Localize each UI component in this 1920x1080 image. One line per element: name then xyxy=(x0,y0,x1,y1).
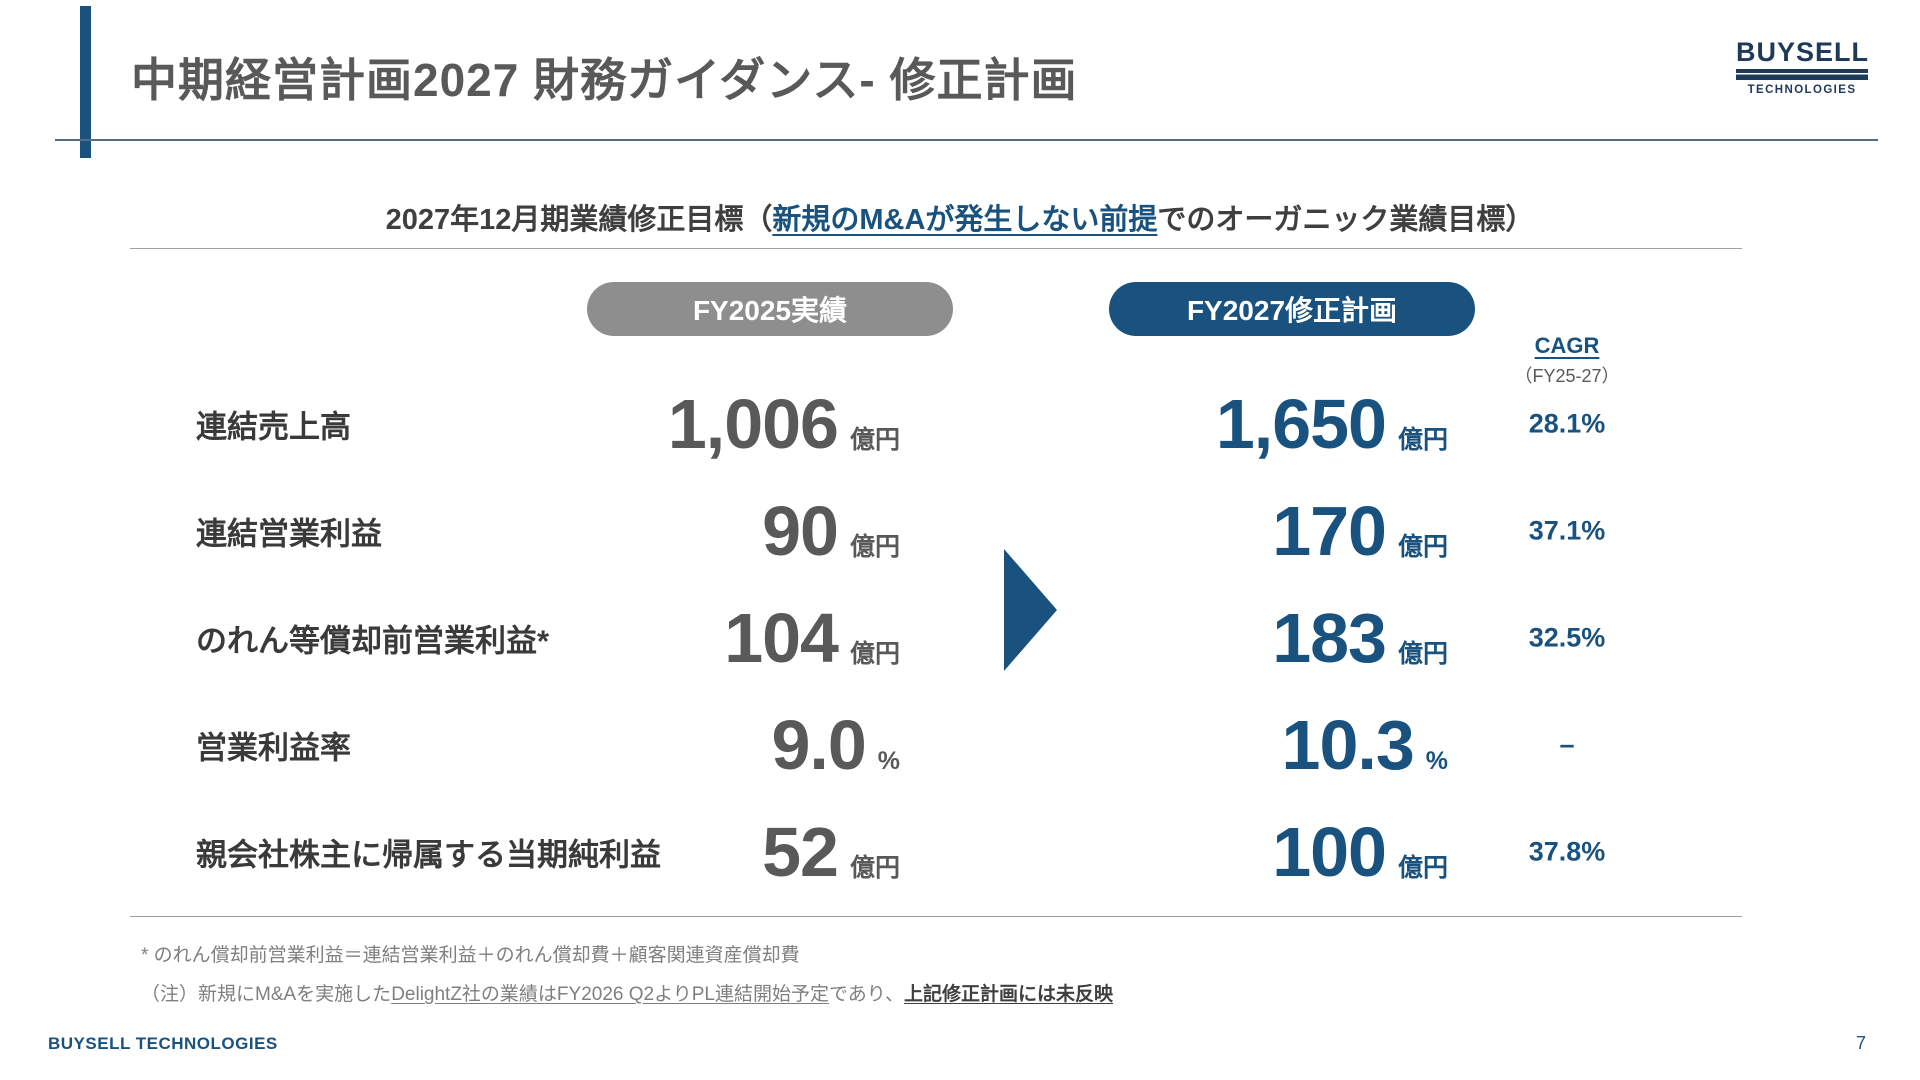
value-number: 52 xyxy=(762,812,839,891)
cagr-value: 28.1% xyxy=(1528,408,1606,438)
row-label: のれん等償却前営業利益* xyxy=(196,623,550,658)
value-number: 183 xyxy=(1272,598,1387,677)
footnote-underlined-phrase: DelightZ社の業績はFY2026 Q2よりPL連結開始予定 xyxy=(391,984,829,1005)
row-label: 親会社株主に帰属する当期純利益 xyxy=(196,837,661,872)
fy2027-value: 183 億円 xyxy=(1048,603,1448,673)
value-unit: 億円 xyxy=(849,425,900,454)
value-unit: % xyxy=(1425,746,1448,775)
footnote-bold-phrase: 上記修正計画には未反映 xyxy=(904,984,1114,1005)
column-header-fy2027: FY2027修正計画 xyxy=(1109,282,1475,336)
value-number: 104 xyxy=(724,598,839,677)
buysell-logo: BUYSELL TECHNOLOGIES xyxy=(1736,38,1868,96)
table-row: のれん等償却前営業利益* 104 億円 183 億円 32.5% xyxy=(0,584,1920,691)
footnote-prefix: （注）新規にM&Aを実施した xyxy=(141,984,392,1005)
subtitle-suffix: でのオーガニック業績目標） xyxy=(1157,204,1535,236)
subtitle-prefix: 2027年12月期業績修正目標（ xyxy=(385,204,773,236)
row-label: 営業利益率 xyxy=(196,730,351,765)
fy2027-value: 1,650 億円 xyxy=(1048,389,1448,459)
value-number: 100 xyxy=(1272,812,1387,891)
metrics-table: 連結売上高 1,006 億円 1,650 億円 28.1% 連結営業利益 90 … xyxy=(0,370,1920,905)
header-divider xyxy=(55,139,1878,141)
value-number: 170 xyxy=(1272,491,1387,570)
value-number: 1,650 xyxy=(1215,384,1387,463)
cagr-label: CAGR xyxy=(1534,333,1600,358)
fy2027-value: 100 億円 xyxy=(1048,817,1448,887)
table-row: 営業利益率 9.0 % 10.3 % – xyxy=(0,691,1920,798)
value-unit: 億円 xyxy=(1397,853,1448,882)
fy2025-value: 1,006 億円 xyxy=(500,389,900,459)
right-arrow-icon xyxy=(1004,549,1057,671)
footer-company-name: BUYSELL TECHNOLOGIES xyxy=(48,1034,278,1053)
value-unit: 億円 xyxy=(1397,532,1448,561)
table-row: 親会社株主に帰属する当期純利益 52 億円 100 億円 37.8% xyxy=(0,798,1920,905)
page-title: 中期経営計画2027 財務ガイダンス- 修正計画 xyxy=(131,54,1078,106)
fy2025-value: 9.0 % xyxy=(500,710,900,780)
value-unit: % xyxy=(877,746,900,775)
row-label: 連結売上高 xyxy=(196,409,351,444)
value-number: 10.3 xyxy=(1281,705,1415,784)
table-top-divider xyxy=(130,248,1742,249)
value-unit: 億円 xyxy=(1397,425,1448,454)
footnote-definition: * のれん償却前営業利益＝連結営業利益＋のれん償却費＋顧客関連資産償却費 xyxy=(141,945,800,966)
cagr-value: 37.1% xyxy=(1528,515,1606,545)
value-unit: 億円 xyxy=(849,639,900,668)
logo-flag-bar xyxy=(1736,69,1868,81)
fy2027-value: 10.3 % xyxy=(1048,710,1448,780)
table-row: 連結営業利益 90 億円 170 億円 37.1% xyxy=(0,477,1920,584)
column-header-cagr: CAGR （FY25-27） xyxy=(1487,333,1647,388)
slide-subtitle: 2027年12月期業績修正目標（新規のM&Aが発生しない前提でのオーガニック業績… xyxy=(0,196,1920,238)
fy2025-value: 104 億円 xyxy=(500,603,900,673)
fy2027-value: 170 億円 xyxy=(1048,496,1448,566)
value-unit: 億円 xyxy=(849,853,900,882)
value-unit: 億円 xyxy=(849,532,900,561)
title-accent-bar xyxy=(80,6,91,158)
cagr-value: 32.5% xyxy=(1528,622,1606,652)
value-number: 1,006 xyxy=(667,384,839,463)
subtitle-underlined-phrase: 新規のM&Aが発生しない前提 xyxy=(772,204,1158,236)
value-unit: 億円 xyxy=(1397,639,1448,668)
page-number: 7 xyxy=(1855,1033,1866,1053)
cagr-value: – xyxy=(1559,729,1575,759)
value-number: 90 xyxy=(762,491,839,570)
fy2025-value: 90 億円 xyxy=(500,496,900,566)
logo-subtext: TECHNOLOGIES xyxy=(1747,84,1857,97)
fy2025-value: 52 億円 xyxy=(500,817,900,887)
cagr-value: 37.8% xyxy=(1528,836,1606,866)
value-number: 9.0 xyxy=(771,705,866,784)
cagr-period-label: （FY25-27） xyxy=(1514,366,1620,386)
row-label: 連結営業利益 xyxy=(196,516,382,551)
table-row: 連結売上高 1,006 億円 1,650 億円 28.1% xyxy=(0,370,1920,477)
footnote-middle: であり、 xyxy=(828,984,905,1005)
table-bottom-divider xyxy=(130,916,1742,917)
footnote-ma-note: （注）新規にM&Aを実施したDelightZ社の業績はFY2026 Q2よりPL… xyxy=(141,979,1113,1006)
logo-wordmark: BUYSELL xyxy=(1736,37,1870,67)
column-header-fy2025: FY2025実績 xyxy=(587,282,953,336)
